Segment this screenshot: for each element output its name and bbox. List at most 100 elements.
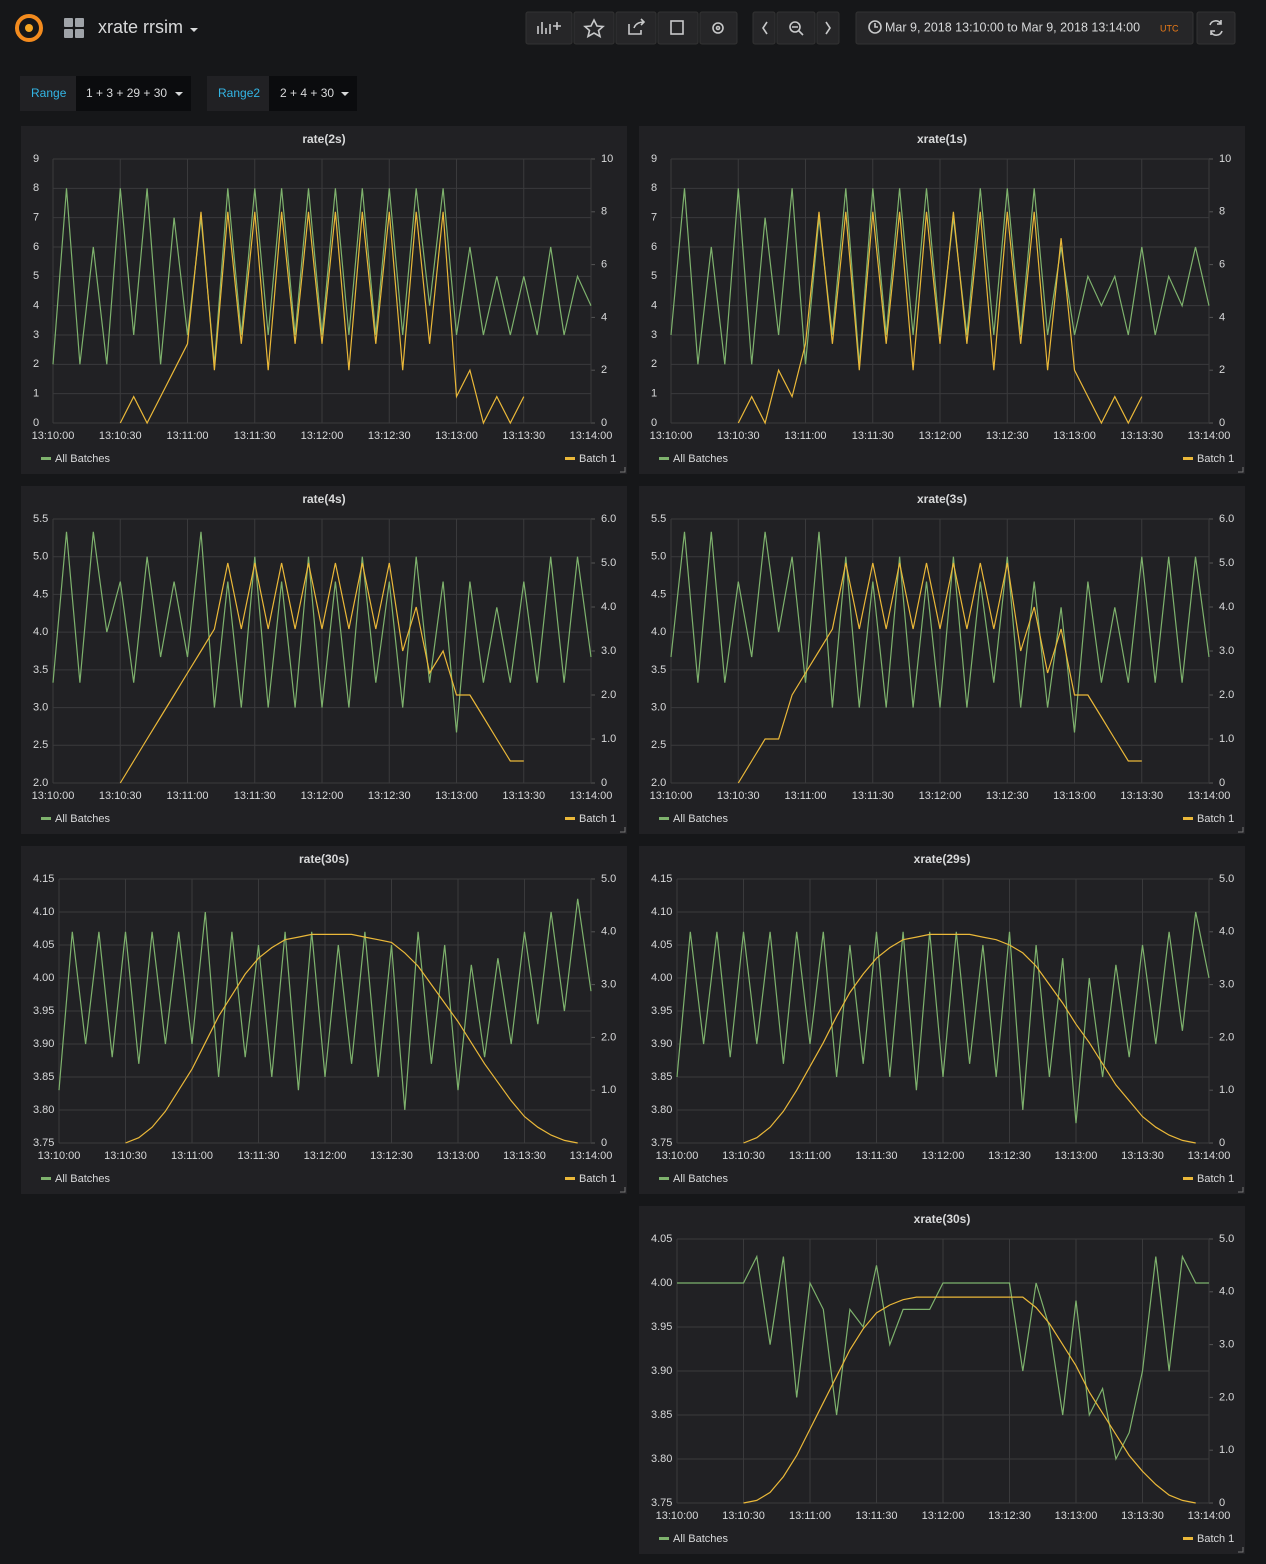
y2-tick-label: 1.0 [601, 733, 616, 745]
x-tick-label: 13:11:30 [852, 790, 894, 802]
time-range[interactable]: Mar 9, 2018 13:10:00 to Mar 9, 2018 13:1… [885, 20, 1140, 34]
x-tick-label: 13:11:30 [237, 1150, 279, 1162]
x-tick-label: 13:11:00 [784, 430, 826, 442]
y2-tick-label: 5.0 [1219, 557, 1234, 569]
y-tick-label: 2 [33, 358, 39, 370]
series-line [119, 562, 524, 784]
y-tick-label: 3.80 [651, 1453, 672, 1465]
y-tick-label: 5 [651, 270, 657, 282]
y2-tick-label: 0 [601, 777, 607, 789]
y2-tick-label: 2.0 [601, 1031, 616, 1043]
y-tick-label: 2.0 [651, 777, 666, 789]
resize-handle [620, 827, 626, 833]
y-tick-label: 3.5 [651, 664, 666, 676]
star-button[interactable] [573, 11, 615, 45]
panel [639, 846, 1245, 1194]
y2-tick-label: 2.0 [1219, 1391, 1234, 1403]
refresh-button[interactable] [1196, 11, 1236, 45]
x-tick-label: 13:10:00 [32, 790, 75, 802]
panel-group: xrate(30s)3.753.803.853.903.954.004.0501… [639, 1206, 1245, 1554]
series-line [670, 188, 1210, 365]
resize-handle [620, 467, 626, 473]
legend-label: All Batches [673, 453, 729, 465]
y-tick-label: 2.0 [33, 777, 48, 789]
panel [21, 846, 627, 1194]
y-tick-label: 3.0 [33, 701, 48, 713]
legend-swatch [1183, 1177, 1193, 1180]
back-button[interactable] [752, 11, 776, 45]
y-tick-label: 3.95 [651, 1005, 672, 1017]
panel-title: xrate(1s) [917, 132, 967, 146]
x-tick-label: 13:11:00 [171, 1150, 213, 1162]
y-tick-label: 5 [33, 270, 39, 282]
legend-swatch [659, 457, 669, 460]
y2-tick-label: 0 [601, 417, 607, 429]
x-tick-label: 13:11:00 [166, 790, 208, 802]
x-tick-label: 13:11:30 [234, 790, 276, 802]
y-tick-label: 6 [33, 241, 39, 253]
add-panel-button[interactable] [525, 11, 573, 45]
caret [341, 92, 349, 96]
forward-button[interactable] [816, 11, 840, 45]
y2-tick-label: 6.0 [601, 513, 616, 525]
y2-tick-label: 3.0 [601, 979, 616, 991]
save-button[interactable] [657, 11, 699, 45]
y-tick-label: 5.0 [651, 551, 666, 563]
y-tick-label: 4.0 [33, 626, 48, 638]
dashboard-title[interactable]: xrate rrsim [98, 17, 183, 37]
resize-handle [1238, 1547, 1244, 1553]
y-tick-label: 7 [651, 212, 657, 224]
x-tick-label: 13:12:30 [368, 430, 411, 442]
y2-tick-label: 5.0 [1219, 1233, 1234, 1245]
y-tick-label: 7 [33, 212, 39, 224]
y2-tick-label: 6 [601, 259, 607, 271]
x-tick-label: 13:13:30 [1121, 1510, 1164, 1522]
x-tick-label: 13:10:30 [717, 430, 760, 442]
x-tick-label: 13:13:30 [502, 790, 545, 802]
resize-handle [620, 1187, 626, 1193]
variable-label: Range [31, 86, 67, 100]
x-tick-label: 13:13:00 [437, 1150, 480, 1162]
legend-label: Batch 1 [579, 1173, 616, 1185]
logo[interactable] [15, 14, 43, 42]
legend-label: Batch 1 [579, 813, 616, 825]
time-picker[interactable] [855, 11, 1194, 45]
series-line [743, 1296, 1196, 1504]
x-tick-label: 13:13:00 [1053, 790, 1096, 802]
zoom-button[interactable] [776, 11, 816, 45]
x-tick-label: 13:13:00 [435, 430, 478, 442]
y-tick-label: 4 [651, 300, 657, 312]
dashboard-icon[interactable] [64, 18, 84, 38]
series-line [58, 898, 592, 1111]
y2-tick-label: 1.0 [1219, 1444, 1234, 1456]
x-tick-label: 13:13:00 [1053, 430, 1096, 442]
caret [175, 92, 183, 96]
variable-value-box[interactable] [76, 76, 191, 111]
share-button[interactable] [615, 11, 657, 45]
y-tick-label: 4.5 [651, 588, 666, 600]
y2-tick-label: 0 [1219, 777, 1225, 789]
y-tick-label: 3.80 [33, 1104, 54, 1116]
x-tick-label: 13:12:00 [922, 1510, 965, 1522]
panel-title: rate(4s) [302, 492, 345, 506]
x-tick-label: 13:11:30 [852, 430, 894, 442]
x-tick-label: 13:11:30 [855, 1150, 897, 1162]
y2-tick-label: 2.0 [1219, 1031, 1234, 1043]
variable-value[interactable]: 2 + 4 + 30 [280, 86, 334, 100]
legend-label: All Batches [55, 1173, 111, 1185]
y-tick-label: 0 [33, 417, 39, 429]
legend-label: All Batches [673, 1533, 729, 1545]
variable-value-box[interactable] [269, 76, 357, 111]
y2-tick-label: 3.0 [1219, 979, 1234, 991]
y-tick-label: 1 [651, 388, 657, 400]
x-tick-label: 13:12:30 [370, 1150, 413, 1162]
y2-tick-label: 2 [1219, 364, 1225, 376]
x-tick-label: 13:10:30 [99, 430, 142, 442]
y2-tick-label: 3.0 [601, 645, 616, 657]
variable-value[interactable]: 1 + 3 + 29 + 30 [86, 86, 167, 100]
settings-button[interactable] [699, 11, 738, 45]
y-tick-label: 3.85 [651, 1409, 672, 1421]
x-tick-label: 13:13:30 [1120, 430, 1163, 442]
panel [639, 486, 1245, 834]
